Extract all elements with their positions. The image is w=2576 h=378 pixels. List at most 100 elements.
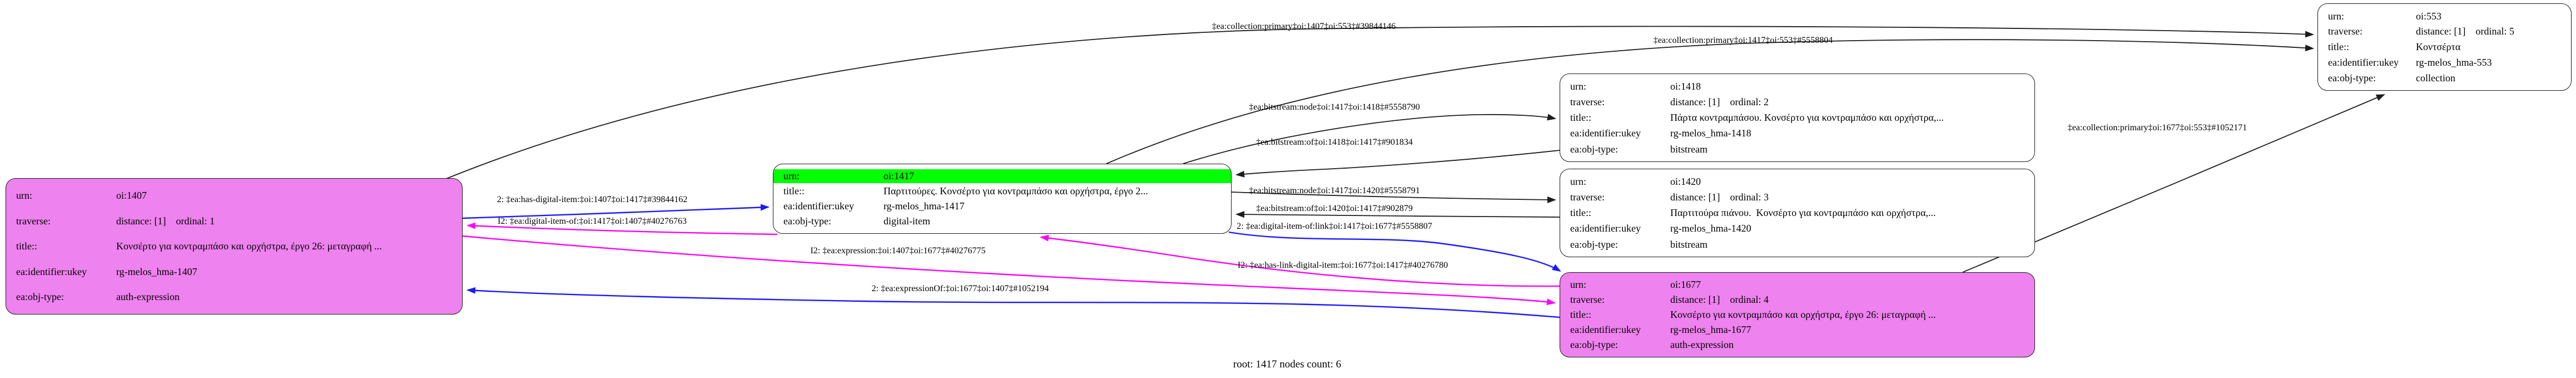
node-row-oi-1418-0: urn: oi:1418 [1560,80,2034,94]
node-row-oi-1418-4: ea:obj-type: bitstream [1560,143,2034,156]
node-row-key: urn: [2328,10,2344,22]
node-row-value: Κονσέρτο για κοντραμπάσο και ορχήστρα, έ… [116,240,382,252]
node-row-value: distance: [1] ordinal: 3 [1670,192,1769,203]
node-row-key: ea:identifier:ukey [1570,127,1641,139]
node-row-oi-553-4: ea:obj-type: collection [2318,71,2571,85]
node-row-value: distance: [1] ordinal: 4 [1670,294,1769,306]
node-row-value: distance: [1] ordinal: 1 [116,215,215,227]
node-row-value: Παρτιτούρες. Κονσέρτο για κοντραμπάσο κα… [884,185,1148,197]
node-row-key: urn: [1570,80,1586,92]
node-row-value: auth-expression [1670,339,1734,351]
node-row-key: ea:identifier:ukey [1570,223,1641,234]
node-row-oi-1677-4: ea:obj-type: auth-expression [1560,338,2034,352]
node-row-oi-1418-2: title:: Πάρτα κοντραμπάσου. Κονσέρτο για … [1560,111,2034,125]
edge-label-bitstream-of-1420-1417: ‡ea:bitstream:of‡oi:1420‡oi:1417‡#902879 [1256,204,1413,213]
edge-label-expression-1407-1677: I2: ‡ea:expression:‡oi:1407‡oi:1677‡#402… [810,246,986,256]
edge-label-bitstream-node-1417-1418: ‡ea:bitstream:node‡oi:1417‡oi:1418‡#5558… [1249,102,1420,112]
node-oi-1407[interactable]: urn: oi:1407 traverse: distance: [1] ordina… [6,178,463,315]
node-row-oi-1407-1: traverse: distance: [1] ordinal: 1 [6,214,462,228]
edge-has-digital-item-1407-1417 [462,204,770,219]
node-row-key: ea:obj-type: [2328,72,2376,84]
node-row-value: auth-expression [116,291,180,302]
node-row-key: title:: [1570,207,1591,219]
edge-expressionOf-1677-1407 [466,287,1560,318]
node-row-key: title:: [1570,309,1591,321]
node-row-key: ea:obj-type: [1570,143,1618,155]
node-row-value: bitstream [1670,238,1708,250]
node-row-key: urn: [783,170,800,182]
edge-collection-primary-1417-553 [1106,39,2314,164]
edge-has-link-digital-item-1677-1417 [1040,234,1560,287]
node-row-value: oi:553 [2416,10,2442,22]
edge-label-has-digital-item-1407-1417: 2: ‡ea:has-digital-item:‡oi:1407‡oi:1417… [497,195,688,204]
node-oi-1418[interactable]: urn: oi:1418 traverse: distance: [1] ordina… [1560,73,2035,162]
node-row-key: traverse: [2328,26,2362,37]
node-oi-553[interactable]: urn: oi:553 traverse: distance: [1] ordinal… [2317,3,2572,91]
node-row-key: traverse: [1570,192,1605,203]
node-row-key: ea:obj-type: [1570,238,1618,250]
node-row-value: rg-melos_hma-1407 [116,266,197,277]
node-row-key: traverse: [1570,294,1605,306]
node-oi-1417[interactable]: urn: oi:1417 title:: Παρτιτούρες. Κονσέρτο … [773,164,1232,234]
node-row-value: oi:1677 [1670,279,1701,291]
node-row-oi-1420-1: traverse: distance: [1] ordinal: 3 [1560,190,2034,204]
node-row-oi-1417-0: urn: oi:1417 [773,169,1231,183]
node-row-value: oi:1418 [1670,80,1701,92]
node-row-oi-1417-3: ea:obj-type: digital-item [773,214,1231,228]
node-row-oi-1407-0: urn: oi:1407 [6,189,462,203]
node-row-value: collection [2416,72,2455,84]
edge-label-digital-item-of-1417-1407: I2: ‡ea:digital-item-of:‡oi:1417‡oi:1407… [498,217,687,226]
node-row-oi-1407-2: title:: Κονσέρτο για κοντραμπάσο και ορχή… [6,239,462,253]
edge-label-collection-primary-1677-553: ‡ea:collection:primary‡oi:1677‡oi:553‡#1… [2067,123,2247,132]
node-row-key: ea:identifier:ukey [1570,324,1641,336]
node-row-oi-1420-4: ea:obj-type: bitstream [1560,238,2034,252]
node-row-key: ea:identifier:ukey [2328,57,2399,68]
node-row-key: title:: [783,185,805,197]
node-row-oi-1417-1: title:: Παρτιτούρες. Κονσέρτο για κοντραμ… [773,184,1231,198]
edge-label-expressionOf-1677-1407: 2: ‡ea:expressionOf:‡oi:1677‡oi:1407‡#10… [871,284,1049,293]
node-row-oi-553-3: ea:identifier:ukey rg-melos_hma-553 [2318,56,2571,70]
edge-digital-item-of-link-1417-1677 [1228,231,1561,272]
node-oi-1677[interactable]: urn: oi:1677 traverse: distance: [1] ordina… [1560,272,2035,357]
edge-bitstream-node-1417-1418 [1183,114,1556,164]
node-row-oi-1407-4: ea:obj-type: auth-expression [6,290,462,304]
node-row-key: urn: [1570,175,1586,187]
node-row-key: ea:obj-type: [16,291,64,302]
node-row-value: Κοντσέρτα [2416,41,2461,53]
node-row-key: urn: [1570,279,1586,291]
edge-collection-primary-1407-553 [444,26,2314,180]
node-row-key: title:: [1570,112,1591,124]
edge-label-collection-primary-1417-553: ‡ea:collection:primary‡oi:1417‡oi:553‡#5… [1653,36,1833,45]
node-row-oi-1420-3: ea:identifier:ukey rg-melos_hma-1420 [1560,222,2034,235]
node-row-value: oi:1420 [1670,175,1701,187]
node-row-key: ea:identifier:ukey [16,266,87,277]
edge-bitstream-node-1417-1420 [1231,192,1556,203]
node-row-key: title:: [16,240,37,252]
node-row-oi-553-1: traverse: distance: [1] ordinal: 5 [2318,24,2571,38]
edge-label-bitstream-of-1418-1417: ‡ea:bitstream:of‡oi:1418‡oi:1417‡#901834 [1256,138,1413,147]
node-row-value: rg-melos_hma-1417 [884,200,965,212]
edge-bitstream-of-1420-1417 [1235,211,1560,218]
node-row-oi-1418-1: traverse: distance: [1] ordinal: 2 [1560,95,2034,109]
node-row-oi-1420-0: urn: oi:1420 [1560,175,2034,189]
node-row-value: rg-melos_hma-553 [2416,57,2492,68]
node-row-key: urn: [16,190,32,202]
edge-label-digital-item-of-link-1417-1677: 2: ‡ea:digital-item-of:link‡oi:1417‡oi:1… [1237,222,1432,231]
node-row-value: distance: [1] ordinal: 5 [2416,26,2514,37]
node-row-oi-1677-0: urn: oi:1677 [1560,278,2034,292]
node-row-value: rg-melos_hma-1677 [1670,324,1751,336]
node-row-key: title:: [2328,41,2349,53]
node-oi-1420[interactable]: urn: oi:1420 traverse: distance: [1] ordina… [1560,169,2035,257]
edge-bitstream-of-1418-1417 [1235,150,1560,178]
node-row-oi-1677-1: traverse: distance: [1] ordinal: 4 [1560,293,2034,307]
node-row-value: oi:1407 [116,190,147,202]
node-row-oi-553-2: title:: Κοντσέρτα [2318,40,2571,54]
node-row-key: ea:identifier:ukey [783,200,854,212]
node-row-value: rg-melos_hma-1420 [1670,223,1751,234]
edge-label-bitstream-node-1417-1420: ‡ea:bitstream:node‡oi:1417‡oi:1420‡#5558… [1249,186,1420,195]
node-row-value: bitstream [1670,143,1708,155]
node-row-value: Πάρτα κοντραμπάσου. Κονσέρτο για κοντραμ… [1670,112,1944,124]
node-row-key: ea:obj-type: [1570,339,1618,351]
